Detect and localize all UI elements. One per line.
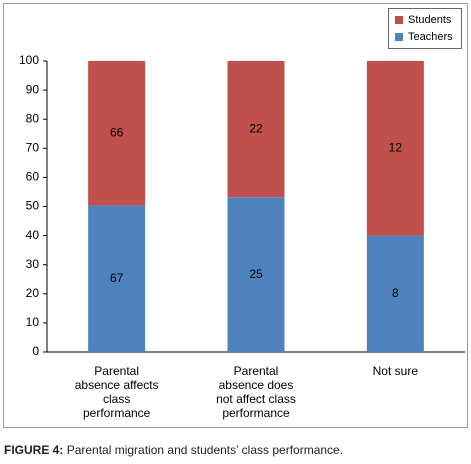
data-label: 12: [389, 140, 403, 154]
x-tick-label: Not sure: [372, 364, 418, 378]
y-tick-label: 20: [26, 286, 40, 300]
y-tick-label: 50: [26, 199, 40, 213]
legend-swatch: [395, 16, 403, 24]
bar-segment: [227, 197, 285, 352]
y-tick-label: 40: [26, 228, 40, 242]
bar-segment: [88, 205, 146, 352]
y-tick-label: 70: [26, 140, 40, 154]
legend-swatch: [395, 33, 403, 41]
data-label: 67: [110, 271, 124, 285]
y-tick-label: 30: [26, 257, 40, 271]
bar-segment: [366, 61, 424, 236]
y-tick-label: 80: [26, 111, 40, 125]
y-tick-label: 90: [26, 82, 40, 96]
x-tick-label: Parental absence does not affect class p…: [216, 364, 296, 420]
legend-box: [388, 8, 462, 49]
data-label: 8: [392, 286, 399, 300]
data-label: 22: [249, 121, 263, 135]
y-tick-label: 60: [26, 170, 40, 184]
y-tick-label: 10: [26, 315, 40, 329]
bar-segment: [88, 61, 146, 206]
legend-label: Teachers: [408, 31, 453, 43]
caption-block: FIGURE 4: Parental migration and student…: [4, 443, 343, 457]
y-tick-label: 0: [32, 344, 39, 358]
data-label: 66: [110, 125, 124, 139]
data-label: 25: [249, 267, 263, 281]
caption-label: FIGURE 4:: [4, 443, 64, 457]
y-tick-label: 100: [19, 53, 39, 67]
legend-label: Students: [408, 14, 452, 26]
caption: Parental migration and students’ class p…: [66, 443, 344, 457]
bar-segment: [227, 61, 285, 198]
bar-segment: [366, 235, 424, 352]
x-tick-label: Parental absence affects class performan…: [74, 364, 159, 420]
chart-border: [3, 3, 468, 428]
